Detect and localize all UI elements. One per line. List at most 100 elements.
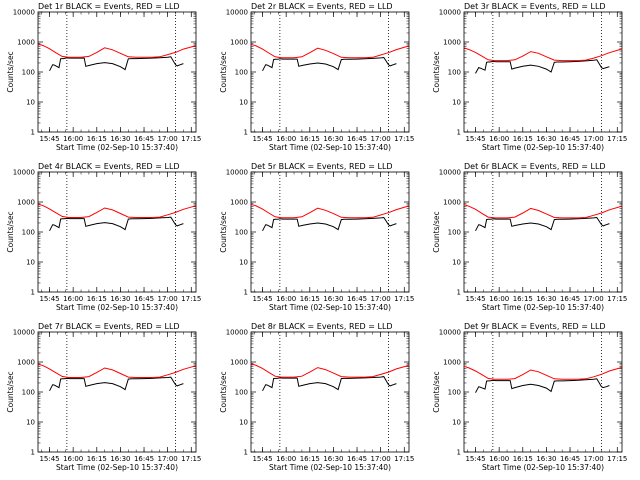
y-axis-label: Counts/sec [432, 51, 441, 92]
x-tick-label: 16:30 [536, 455, 556, 463]
plot-frame [37, 171, 197, 293]
x-tick-label: 16:00 [63, 135, 83, 143]
x-tick-label: 16:00 [276, 295, 296, 303]
panel-det-9r: Det 9r BLACK = Events, RED = LLD 1 10 100 10… [432, 322, 627, 472]
events-series-line [475, 216, 610, 232]
y-tick-label: 10000 [226, 169, 248, 177]
panel-det-5r: Det 5r BLACK = Events, RED = LLD 1 10 100 10… [219, 162, 414, 312]
x-tick-label: 17:00 [371, 135, 391, 143]
x-axis-label: Start Time (02-Sep-10 15:37:40) [56, 143, 178, 152]
lld-series-line [37, 203, 197, 218]
y-tick-label: 1000 [230, 39, 248, 47]
y-axis-label: Counts/sec [6, 371, 15, 412]
x-tick-label: 16:00 [489, 455, 509, 463]
panel-det-3r: Det 3r BLACK = Events, RED = LLD 1 10 100 10… [432, 2, 627, 152]
x-tick-label: 17:15 [181, 295, 201, 303]
y-tick-label: 1000 [443, 359, 461, 367]
panel-title: Det 8r BLACK = Events, RED = LLD [251, 322, 393, 331]
x-tick-label: 17:15 [394, 295, 414, 303]
y-tick-label: 1 [244, 449, 248, 457]
x-tick-label: 16:30 [110, 295, 130, 303]
events-series-line [475, 378, 610, 393]
x-tick-label: 15:45 [39, 135, 59, 143]
x-tick-label: 17:15 [181, 135, 201, 143]
x-tick-label: 15:45 [465, 455, 485, 463]
x-tick-label: 16:30 [323, 295, 343, 303]
x-tick-label: 17:00 [158, 135, 178, 143]
y-tick-label: 1 [244, 289, 248, 297]
events-series-line [262, 376, 397, 392]
events-series-line [475, 59, 610, 74]
events-series-line [49, 376, 184, 392]
y-tick-label: 10 [26, 419, 35, 427]
x-tick-label: 16:00 [63, 295, 83, 303]
x-axis-label: Start Time (02-Sep-10 15:37:40) [269, 143, 391, 152]
y-tick-label: 1000 [443, 199, 461, 207]
panel-title: Det 4r BLACK = Events, RED = LLD [38, 162, 180, 171]
y-tick-label: 1 [31, 449, 35, 457]
y-tick-label: 100 [22, 229, 35, 237]
y-tick-label: 100 [22, 69, 35, 77]
x-tick-label: 16:45 [134, 135, 154, 143]
x-tick-label: 17:00 [584, 455, 604, 463]
x-tick-label: 16:30 [536, 135, 556, 143]
y-tick-label: 1 [457, 289, 461, 297]
y-tick-label: 10000 [13, 9, 35, 17]
y-tick-label: 100 [448, 229, 461, 237]
x-tick-label: 16:45 [134, 295, 154, 303]
x-tick-label: 16:00 [489, 135, 509, 143]
x-tick-label: 16:00 [276, 135, 296, 143]
panel-det-4r: Det 4r BLACK = Events, RED = LLD 1 10 100 10… [6, 162, 201, 312]
x-axis-label: Start Time (02-Sep-10 15:37:40) [482, 463, 604, 472]
events-series-line [262, 216, 397, 232]
y-axis-label: Counts/sec [432, 211, 441, 252]
y-tick-label: 1 [457, 129, 461, 137]
y-axis-label: Counts/sec [219, 211, 228, 252]
x-axis-label: Start Time (02-Sep-10 15:37:40) [482, 303, 604, 312]
x-tick-label: 16:30 [110, 455, 130, 463]
panel-det-1r: Det 1r BLACK = Events, RED = LLD 1 10 100 10… [6, 2, 201, 152]
y-axis-label: Counts/sec [6, 51, 15, 92]
panel-det-6r: Det 6r BLACK = Events, RED = LLD 1 10 100 10… [432, 162, 627, 312]
x-tick-label: 17:15 [607, 455, 627, 463]
y-tick-label: 100 [448, 69, 461, 77]
x-tick-label: 16:30 [323, 455, 343, 463]
y-tick-label: 1000 [17, 359, 35, 367]
y-axis-label: Counts/sec [219, 51, 228, 92]
x-tick-label: 16:00 [489, 295, 509, 303]
plot-frame [37, 11, 197, 133]
x-tick-label: 16:15 [87, 455, 107, 463]
x-tick-label: 16:45 [560, 135, 580, 143]
y-tick-label: 1000 [230, 359, 248, 367]
x-tick-label: 17:15 [181, 455, 201, 463]
x-tick-label: 16:45 [347, 295, 367, 303]
x-tick-label: 16:30 [110, 135, 130, 143]
x-tick-label: 16:45 [347, 455, 367, 463]
plot-frame [250, 11, 410, 133]
events-series-line [49, 56, 184, 72]
x-tick-label: 16:45 [560, 455, 580, 463]
y-tick-label: 10 [26, 259, 35, 267]
x-tick-label: 17:15 [394, 135, 414, 143]
x-tick-label: 17:00 [371, 455, 391, 463]
x-tick-label: 16:00 [63, 455, 83, 463]
x-tick-label: 17:15 [607, 295, 627, 303]
y-tick-label: 1000 [17, 199, 35, 207]
panel-det-7r: Det 7r BLACK = Events, RED = LLD 1 10 100 10… [6, 322, 201, 472]
x-tick-label: 17:00 [158, 295, 178, 303]
panel-title: Det 2r BLACK = Events, RED = LLD [251, 2, 393, 11]
plot-frame [37, 331, 197, 453]
x-tick-label: 16:45 [347, 135, 367, 143]
x-tick-label: 17:00 [584, 135, 604, 143]
y-tick-label: 100 [22, 389, 35, 397]
panel-title: Det 6r BLACK = Events, RED = LLD [464, 162, 606, 171]
y-tick-label: 10000 [439, 9, 461, 17]
y-axis-label: Counts/sec [432, 371, 441, 412]
y-tick-label: 10000 [439, 169, 461, 177]
panel-det-2r: Det 2r BLACK = Events, RED = LLD 1 10 100 10… [219, 2, 414, 152]
x-tick-label: 16:15 [513, 135, 533, 143]
x-axis-label: Start Time (02-Sep-10 15:37:40) [482, 143, 604, 152]
x-tick-label: 16:45 [134, 455, 154, 463]
plot-frame [463, 171, 623, 293]
x-tick-label: 15:45 [39, 455, 59, 463]
